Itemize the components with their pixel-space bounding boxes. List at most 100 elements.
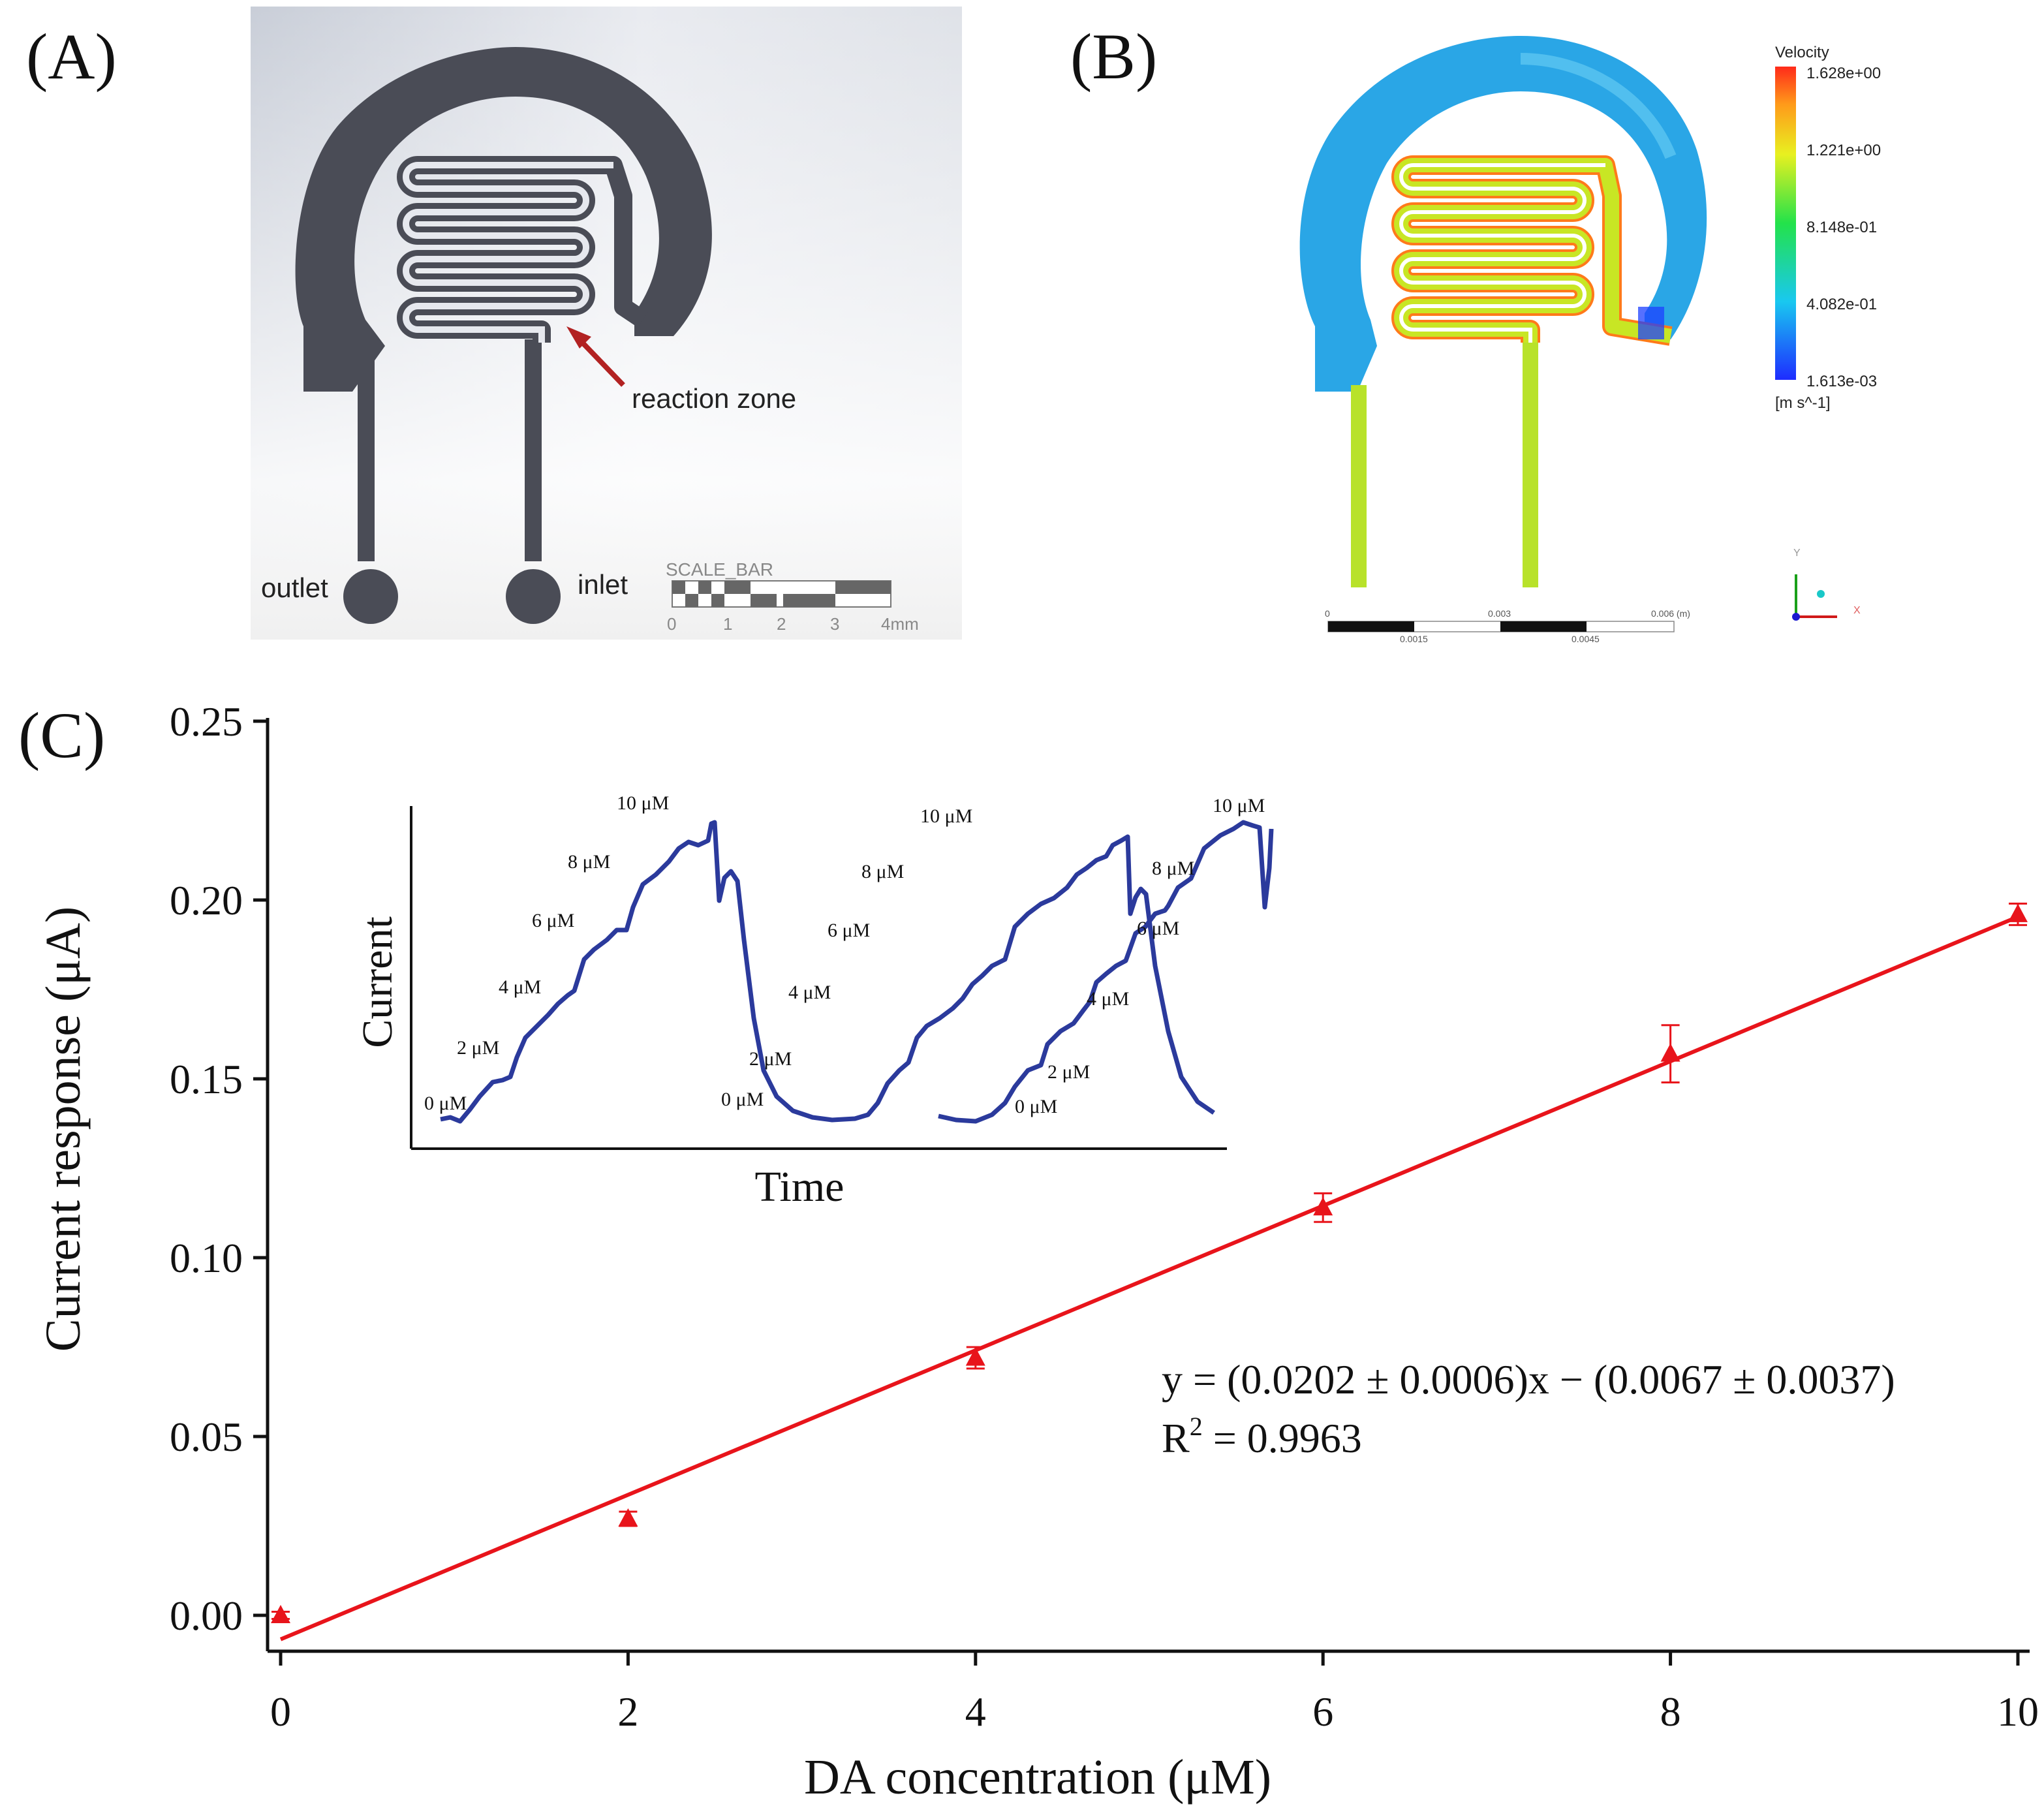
scale-bar: SCALE_BAR 0 1 2 3 4mm	[666, 559, 919, 634]
legend-value: 8.148e-01	[1806, 219, 1877, 236]
fit-line	[279, 914, 2019, 1641]
y-tick-label: 0.00	[170, 1592, 243, 1639]
fit-equation: y = (0.0202 ± 0.0006)x − (0.0067 ± 0.003…	[1162, 1356, 1895, 1403]
x-tick-label: 8	[1660, 1688, 1681, 1735]
velocity-simulation	[1299, 36, 1707, 587]
legend-value: 1.613e-03	[1806, 373, 1877, 390]
meter-scale: 0 0.003 0.006 (m) 0.0015 0.0045	[1325, 608, 1690, 644]
inset-step-label: 4 μM	[1087, 988, 1129, 1010]
inset-step-label: 0 μM	[721, 1089, 764, 1110]
inlet-channel	[525, 339, 542, 561]
x-tick-label: 2	[617, 1688, 638, 1735]
inset-trace-run-1	[440, 820, 1215, 1124]
y-tick-label: 0.25	[170, 698, 243, 745]
panel-b: (B) Velocity 1.628e+00 1.221e+00 8.148e-…	[1070, 20, 1881, 644]
scale-tick: 3	[830, 614, 839, 634]
inset-step-label: 2 μM	[457, 1037, 499, 1059]
scale-bar-title: SCALE_BAR	[666, 559, 773, 580]
data-point	[1313, 1197, 1333, 1216]
panel-a-label: (A)	[26, 20, 117, 93]
axis-triad-y: Y	[1793, 548, 1801, 559]
inset-y-title: Current	[354, 916, 401, 1048]
inset-step-label: 0 μM	[424, 1093, 467, 1114]
meter-tick: 0.0015	[1400, 634, 1428, 644]
inset-x-title: Time	[755, 1163, 844, 1211]
data-point	[271, 1605, 290, 1623]
velocity-serpentine-gap	[1399, 163, 1605, 343]
meter-tick: 0.003	[1488, 608, 1511, 619]
meter-tick: 0	[1325, 608, 1330, 619]
data-points	[271, 902, 2028, 1623]
r-squared-exponent: 2	[1190, 1412, 1203, 1441]
inset-step-label: 4 μM	[788, 982, 831, 1003]
data-point	[1660, 1043, 1680, 1062]
velocity-legend: Velocity 1.628e+00 1.221e+00 8.148e-01 4…	[1775, 44, 1881, 412]
velocity-inlet-channel	[1523, 339, 1538, 587]
inset-step-label: 10 μM	[920, 805, 972, 827]
reaction-arrow-head	[566, 326, 591, 349]
scale-tick: 2	[777, 614, 786, 634]
legend-title: Velocity	[1775, 44, 1829, 61]
outlet-label: outlet	[261, 572, 328, 603]
inset-step-label: 8 μM	[1152, 858, 1194, 879]
r-squared: R2 = 0.9963	[1162, 1412, 1362, 1461]
data-point	[965, 1347, 985, 1366]
inset-step-label: 6 μM	[532, 910, 574, 931]
inset-step-label: 0 μM	[1015, 1096, 1057, 1117]
outlet-port	[343, 569, 398, 624]
velocity-serpentine	[1394, 158, 1672, 343]
inset-step-label: 2 μM	[749, 1048, 792, 1070]
scale-tick: 1	[723, 614, 732, 634]
axis-ticks: 0.00 0.05 0.10 0.15 0.20 0.25 0 2 4 6 8 10	[170, 698, 2039, 1735]
data-point	[618, 1508, 638, 1527]
x-tick-label: 0	[270, 1688, 291, 1735]
inset-step-label: 6 μM	[828, 920, 870, 941]
x-tick-label: 10	[1997, 1688, 2039, 1735]
scale-tick: 4mm	[881, 614, 919, 634]
axis-triad: Y X	[1792, 548, 1861, 621]
meter-tick: 0.0045	[1572, 634, 1600, 644]
panel-c: (C) 0.00 0.05 0.10 0.15 0.20 0.25 0 2 4 6 8 10 Curr…	[18, 698, 2039, 1805]
x-tick-label: 6	[1312, 1688, 1333, 1735]
y-tick-label: 0.10	[170, 1235, 243, 1281]
inset-step-label: 4 μM	[499, 976, 541, 998]
x-tick-label: 4	[965, 1688, 986, 1735]
main-axes	[266, 718, 2030, 1653]
inset-step-label: 10 μM	[1213, 795, 1265, 816]
legend-colorbar	[1775, 67, 1796, 380]
inset-trace-run-2	[938, 820, 1274, 1124]
x-axis-title: DA concentration (μM)	[804, 1750, 1271, 1805]
velocity-low-zone	[1638, 307, 1664, 339]
panel-b-label: (B)	[1070, 20, 1157, 93]
legend-value: 4.082e-01	[1806, 296, 1877, 313]
inlet-label: inlet	[578, 569, 628, 600]
legend-value: 1.221e+00	[1806, 142, 1881, 159]
inset-step-label: 6 μM	[1137, 918, 1179, 939]
fit-line-group	[279, 914, 2019, 1641]
reservoir-ring	[295, 47, 712, 392]
velocity-ring	[1299, 36, 1707, 392]
r-squared-value: = 0.9963	[1203, 1415, 1362, 1461]
meter-tick: 0.006 (m)	[1651, 608, 1690, 619]
inlet-port	[506, 569, 561, 624]
axis-triad-x: X	[1853, 605, 1861, 616]
microfluidic-chip	[295, 47, 712, 624]
panel-c-label: (C)	[18, 699, 105, 771]
outlet-channel	[358, 339, 375, 561]
legend-unit: [m s^-1]	[1775, 394, 1831, 412]
inset-chart: Current Time 0 μM 2 μM 4 μM 6 μM 8 μM 10…	[354, 792, 1274, 1211]
y-tick-label: 0.20	[170, 877, 243, 924]
reaction-zone-label: reaction zone	[632, 383, 796, 414]
velocity-outlet-channel	[1351, 385, 1367, 587]
panel-a: (A) reaction zone outlet inlet SCALE_BAR	[26, 7, 962, 640]
serpentine-inner	[403, 162, 613, 343]
y-tick-label: 0.15	[170, 1056, 243, 1102]
y-axis-title: Current response (μA)	[36, 907, 91, 1352]
y-tick-label: 0.05	[170, 1414, 243, 1460]
legend-value: 1.628e+00	[1806, 65, 1881, 82]
inset-step-label: 8 μM	[861, 861, 904, 882]
inset-step-label: 8 μM	[568, 851, 610, 873]
inset-step-label: 10 μM	[617, 792, 669, 814]
data-point	[2008, 903, 2028, 922]
